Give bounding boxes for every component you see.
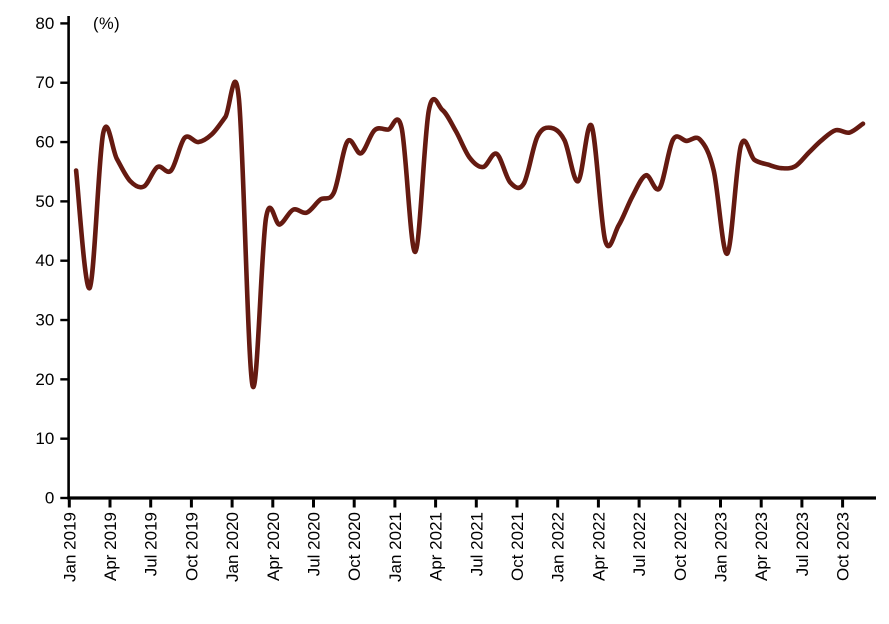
x-tick-label: Oct 2021 bbox=[508, 512, 527, 581]
x-tick-label: Jan 2019 bbox=[60, 512, 79, 582]
y-tick-label: 0 bbox=[45, 489, 54, 508]
x-tick-label: Apr 2022 bbox=[589, 512, 608, 581]
x-tick-label: Jan 2023 bbox=[712, 512, 731, 582]
y-tick-label: 80 bbox=[35, 14, 54, 33]
unit-label: (%) bbox=[93, 15, 121, 33]
x-tick-label: Jul 2023 bbox=[793, 512, 812, 576]
y-tick-label: 10 bbox=[35, 429, 54, 448]
y-tick-label: 60 bbox=[35, 133, 54, 152]
x-tick-label: Apr 2023 bbox=[752, 512, 771, 581]
x-tick-label: Jan 2021 bbox=[386, 512, 405, 582]
series-line bbox=[73, 79, 866, 390]
x-tick-label: Apr 2021 bbox=[427, 512, 446, 581]
x-tick-label: Jan 2020 bbox=[223, 512, 242, 582]
x-tick-label: Jan 2022 bbox=[549, 512, 568, 582]
x-tick-label: Jul 2019 bbox=[142, 512, 161, 576]
x-tick-label: Apr 2019 bbox=[101, 512, 120, 581]
x-tick-label: Jul 2022 bbox=[630, 512, 649, 576]
x-tick-label: Oct 2022 bbox=[671, 512, 690, 581]
y-tick-label: 50 bbox=[35, 192, 54, 211]
x-tick-label: Oct 2023 bbox=[834, 512, 853, 581]
x-tick-label: Jul 2020 bbox=[305, 512, 324, 576]
x-tick-label: Jul 2021 bbox=[467, 512, 486, 576]
x-tick-label: Oct 2020 bbox=[345, 512, 364, 581]
y-tick-label: 20 bbox=[35, 370, 54, 389]
y-tick-label: 70 bbox=[35, 73, 54, 92]
x-tick-label: Oct 2019 bbox=[182, 512, 201, 581]
y-tick-label: 30 bbox=[35, 311, 54, 330]
x-tick-label: Apr 2020 bbox=[264, 512, 283, 581]
y-tick-label: 40 bbox=[35, 251, 54, 270]
